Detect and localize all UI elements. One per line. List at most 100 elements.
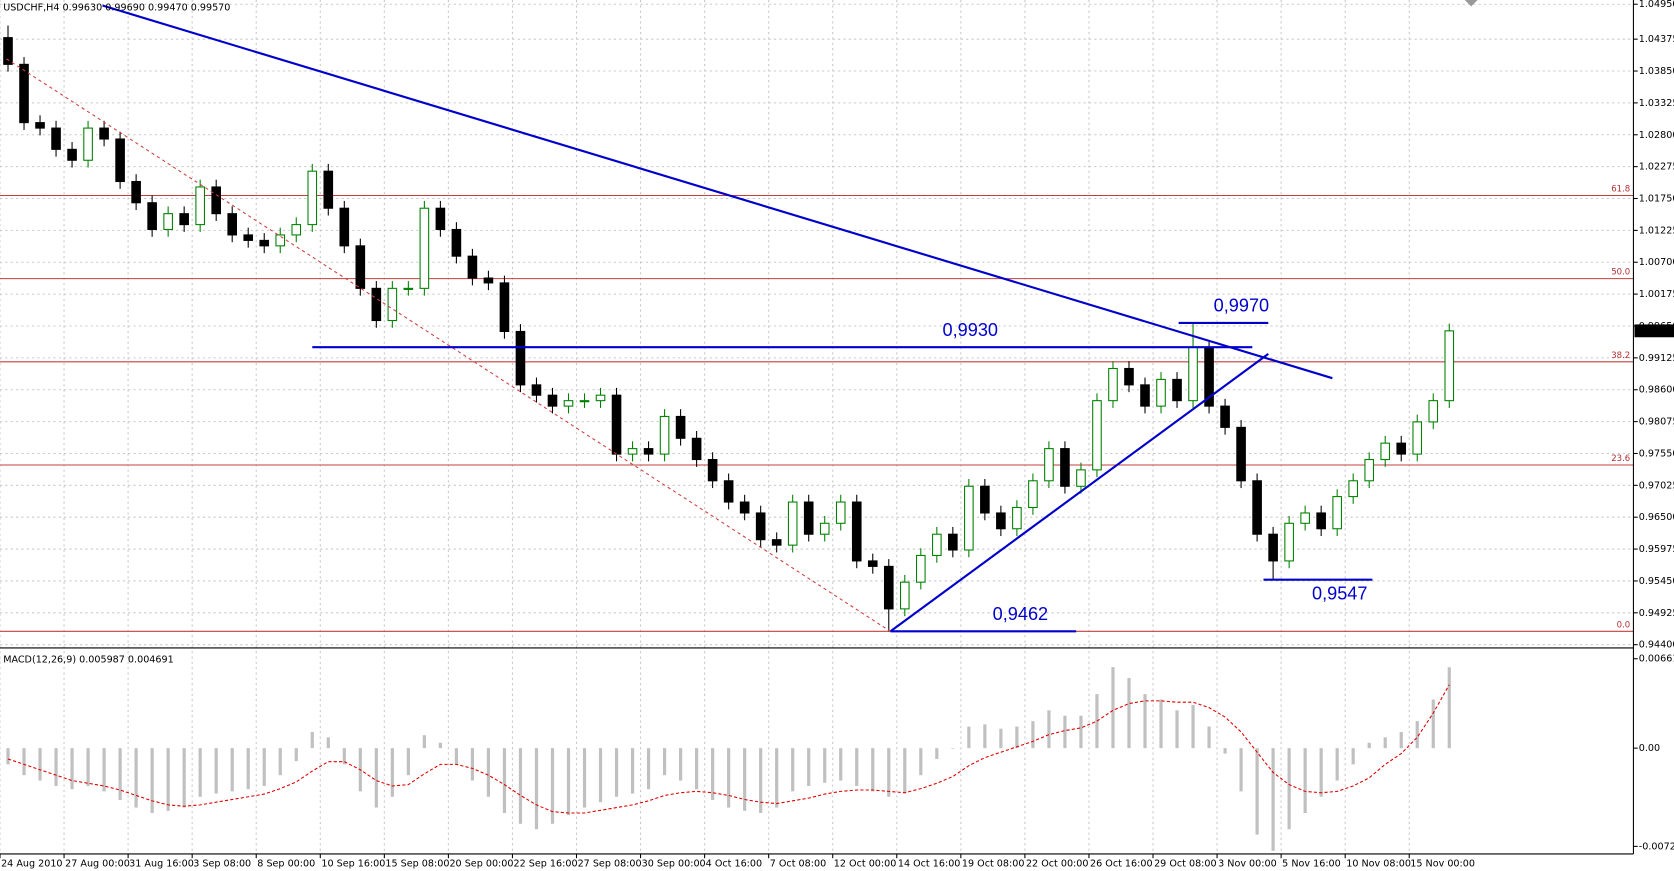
candle-body xyxy=(35,122,45,129)
macd-bar xyxy=(727,748,731,808)
candle-body xyxy=(1316,512,1326,530)
candle-body xyxy=(1060,448,1070,487)
macd-bar xyxy=(342,748,346,765)
level-label: 0,9970 xyxy=(1214,296,1269,316)
x-tick-label: 10 Sep 16:00 xyxy=(321,859,385,870)
candle-body xyxy=(1348,480,1358,498)
macd-bar xyxy=(582,748,587,808)
candle-body xyxy=(1172,378,1182,402)
y-tick-label: 0.94925 xyxy=(1639,608,1674,619)
candle-body xyxy=(1092,400,1102,471)
candle-body xyxy=(899,581,910,610)
macd-bar xyxy=(454,748,459,765)
macd-bar xyxy=(182,748,186,808)
macd-bar xyxy=(518,748,523,824)
macd-bar xyxy=(102,748,106,792)
macd-bar xyxy=(678,748,683,781)
macd-bar xyxy=(1271,748,1275,851)
candle-body xyxy=(323,170,334,209)
macd-bar xyxy=(1351,748,1355,765)
macd-bar xyxy=(534,748,539,830)
macd-bar xyxy=(1015,726,1019,749)
candle-body xyxy=(739,501,750,514)
candle-body xyxy=(1412,421,1423,455)
y-tick-label: 1.04375 xyxy=(1639,34,1674,45)
macd-bar xyxy=(1127,677,1131,749)
macd-bar xyxy=(86,748,90,786)
candle-body xyxy=(611,394,622,455)
macd-bar xyxy=(38,748,42,781)
macd-bar xyxy=(935,748,939,759)
candle-body xyxy=(1396,442,1407,455)
candle-body xyxy=(595,394,606,402)
macd-bar xyxy=(903,748,907,794)
fib-label: 23.6 xyxy=(1611,454,1630,464)
candle-body xyxy=(387,287,398,322)
candle-body xyxy=(1044,448,1054,482)
y-tick-label: 1.01225 xyxy=(1639,225,1674,236)
candle-body xyxy=(707,459,718,482)
x-tick-label: 31 Aug 16:00 xyxy=(129,859,194,870)
x-tick-label: 20 Sep 00:00 xyxy=(449,859,513,870)
candle-body xyxy=(1252,480,1262,535)
candle-body xyxy=(403,287,414,290)
macd-bar xyxy=(1335,748,1339,781)
macd-bar xyxy=(823,748,827,783)
macd-bar xyxy=(150,748,154,813)
candle-body xyxy=(163,213,173,231)
y-tick-label: 0.97025 xyxy=(1639,480,1674,491)
candle-body xyxy=(1444,330,1455,402)
macd-bar xyxy=(406,748,410,776)
fib-label: 61.8 xyxy=(1611,185,1630,195)
x-tick-label: 27 Aug 00:00 xyxy=(65,859,130,870)
candle-body xyxy=(932,533,942,556)
macd-bar xyxy=(70,748,74,790)
candle-body xyxy=(1428,400,1439,423)
macd-bar xyxy=(166,748,170,811)
macd-bar xyxy=(1111,667,1115,749)
candle-body xyxy=(147,202,157,231)
macd-bar xyxy=(695,748,699,790)
macd-bar xyxy=(1303,748,1307,813)
macd-bar xyxy=(422,735,426,749)
candle-body xyxy=(643,448,654,455)
macd-bar xyxy=(887,748,891,797)
macd-title: MACD(12,26,9) 0.005987 0.004691 xyxy=(3,655,174,666)
candle-body xyxy=(179,213,189,226)
x-tick-label: 30 Sep 00:00 xyxy=(642,859,706,870)
candle-body xyxy=(1284,522,1294,562)
macd-bar xyxy=(1095,694,1099,749)
candle-body xyxy=(819,522,830,535)
fib-label: 38.2 xyxy=(1611,351,1630,361)
level-label: 0,9462 xyxy=(993,604,1048,624)
y-tick-label: 0.95975 xyxy=(1639,544,1674,555)
y-tick-label: 1.03850 xyxy=(1639,66,1674,77)
candle-body xyxy=(659,415,670,455)
macd-bar xyxy=(390,748,394,797)
macd-bar xyxy=(246,748,250,790)
candle-body xyxy=(467,255,478,279)
candle-body xyxy=(980,485,990,514)
fib-label: 50.0 xyxy=(1611,268,1630,278)
macd-bar xyxy=(1239,748,1243,792)
macd-bar xyxy=(486,748,491,797)
candle-body xyxy=(211,186,221,215)
candle-body xyxy=(867,560,878,567)
x-tick-label: 27 Sep 08:00 xyxy=(578,859,642,870)
y-tick-label: 1.03325 xyxy=(1639,98,1674,109)
candle-body xyxy=(691,437,702,461)
y-tick-label: 1.00700 xyxy=(1639,257,1674,268)
candle-body xyxy=(531,384,542,396)
x-tick-label: 26 Oct 16:00 xyxy=(1090,859,1153,870)
current-price-box xyxy=(1634,324,1674,338)
macd-tick-label: -0.00727 xyxy=(1639,841,1674,852)
macd-bar xyxy=(1079,715,1083,749)
macd-bar xyxy=(775,748,779,808)
macd-bar xyxy=(1367,742,1371,749)
candle-body xyxy=(803,501,814,535)
y-tick-label: 1.01750 xyxy=(1639,194,1674,205)
